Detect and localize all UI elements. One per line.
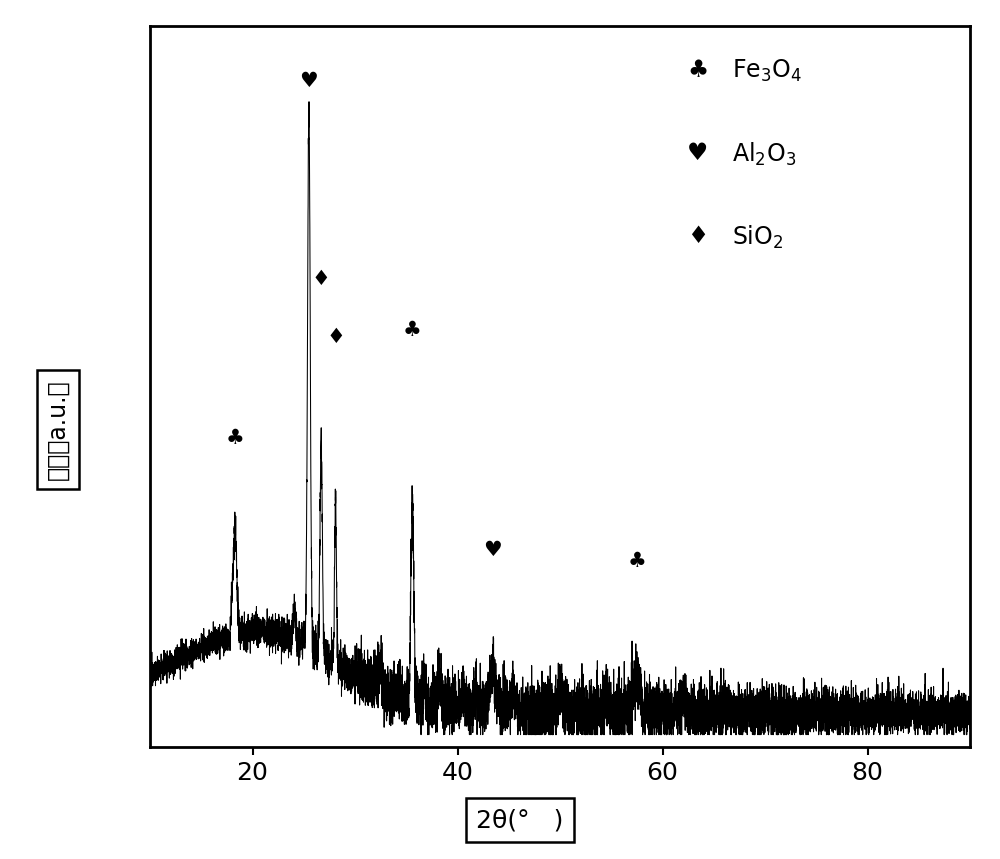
Text: SiO$_2$: SiO$_2$ <box>732 224 783 252</box>
Text: ♦: ♦ <box>687 224 708 248</box>
Text: ♣: ♣ <box>628 551 646 570</box>
Text: 强度（a.u.）: 强度（a.u.） <box>46 379 70 480</box>
Text: ♥: ♥ <box>300 70 318 91</box>
Text: ♣: ♣ <box>226 428 244 448</box>
Text: ♦: ♦ <box>312 269 331 289</box>
Text: Fe$_3$O$_4$: Fe$_3$O$_4$ <box>732 58 802 84</box>
Text: 2θ(°   ): 2θ(° ) <box>476 808 564 832</box>
Text: ♥: ♥ <box>687 141 708 165</box>
Text: ♦: ♦ <box>326 327 345 347</box>
Text: ♥: ♥ <box>483 539 502 560</box>
Text: ♣: ♣ <box>403 320 422 339</box>
Text: ♣: ♣ <box>687 58 708 82</box>
Text: Al$_2$O$_3$: Al$_2$O$_3$ <box>732 141 796 168</box>
